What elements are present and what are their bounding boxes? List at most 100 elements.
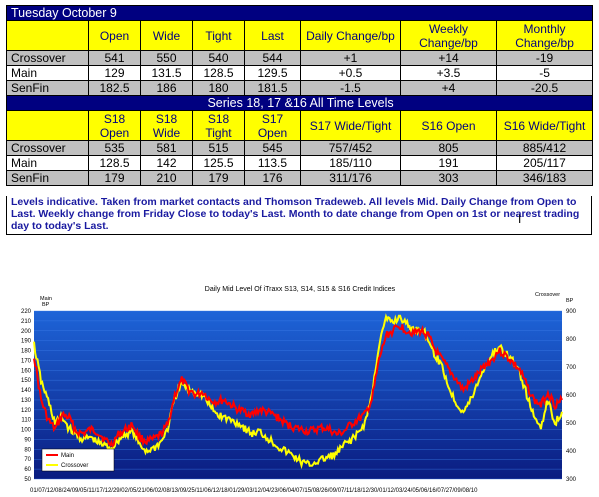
table1-row-label: SenFin (6, 80, 89, 96)
table2-row-label: Crossover (6, 140, 89, 156)
table1-cell: 182.5 (88, 80, 141, 96)
table1-header-blank (6, 20, 89, 51)
table2-row-label: Main (6, 155, 89, 171)
table1-header-cell: Wide (140, 20, 193, 51)
left-axis-tick-label: 50 (24, 477, 31, 483)
table1-row-label: Crossover (6, 50, 89, 66)
table2-cell: 142 (140, 155, 193, 171)
table1-cell: +4 (400, 80, 497, 96)
table1-cell: 129.5 (244, 65, 301, 81)
table2-header-cell: S18 Open (88, 110, 141, 141)
table1-cell: 186 (140, 80, 193, 96)
right-axis-tick-label: 900 (566, 309, 577, 315)
right-axis-tick-label: 500 (566, 421, 577, 427)
table1-header-cell: Open (88, 20, 141, 51)
table2-cell: 176 (244, 170, 301, 186)
left-axis-tick-label: 210 (21, 319, 32, 325)
left-axis-title: Main BP (40, 296, 52, 308)
table2-header-cell: S18 Wide (140, 110, 193, 141)
left-axis-tick-label: 220 (21, 309, 32, 315)
table2-cell: 346/183 (495, 170, 594, 186)
table2-row-crossover: Crossover 535 581 515 545 757/452 805 885/412 (6, 140, 594, 156)
left-axis-tick-label: 60 (24, 467, 31, 473)
left-axis-tick-label: 160 (21, 368, 32, 374)
table2-cell: 179 (88, 170, 141, 186)
table1-cell: 128.5 (192, 65, 245, 81)
right-axis-tick-label: 300 (566, 477, 577, 483)
table1-cell: 180 (192, 80, 245, 96)
table2-header-blank (6, 110, 89, 141)
x-axis-tick-labels: 01/07/12/08/24/09/05/11/17/12/29/02/05/2… (30, 488, 478, 494)
series-main-line (33, 324, 563, 448)
table2-header-cell: S16 Wide/Tight (495, 110, 594, 141)
left-axis-tick-label: 140 (21, 388, 32, 394)
legend-label-crossover: Crossover (61, 463, 88, 469)
table2-cell: 128.5 (88, 155, 141, 171)
disclaimer-note: Levels indicative. Taken from market con… (6, 196, 592, 235)
table2-cell: 581 (140, 140, 193, 156)
table1-header-cell: Daily Change/bp (300, 20, 401, 51)
table2-cell: 515 (192, 140, 245, 156)
table1-row-crossover: Crossover 541 550 540 544 +1 +14 -19 (6, 50, 594, 66)
table1-cell: 540 (192, 50, 245, 66)
left-axis-tick-label: 80 (24, 447, 31, 453)
left-axis-tick-label: 190 (21, 339, 32, 345)
chart-title: Daily Mid Level Of iTraxx S13, S14, S15 … (205, 286, 396, 293)
table1-cell: -1.5 (300, 80, 401, 96)
table1-row-label: Main (6, 65, 89, 81)
left-axis-tick-label: 180 (21, 349, 32, 355)
right-axis-tick-label: 800 (566, 337, 577, 343)
table2-header-cell: S17 Wide/Tight (300, 110, 401, 141)
table2-cell: 113.5 (244, 155, 301, 171)
levels-table: Tuesday October 9 Open Wide Tight Last Daily … (5, 5, 594, 186)
left-axis-tick-label: 170 (21, 358, 32, 364)
table1-header-cell: Last (244, 20, 301, 51)
table2-header-cell: S17 Open (244, 110, 301, 141)
table2-cell: 185/110 (300, 155, 401, 171)
left-axis-tick-label: 200 (21, 329, 32, 335)
table1-row-senfin: SenFin 182.5 186 180 181.5 -1.5 +4 -20.5 (6, 80, 594, 96)
right-axis-tick-label: 700 (566, 365, 577, 371)
text-cursor-icon: I (518, 212, 522, 226)
table2-cell: 210 (140, 170, 193, 186)
table1-cell: 181.5 (244, 80, 301, 96)
table2-cell: 535 (88, 140, 141, 156)
credit-index-chart: Daily Mid Level Of iTraxx S13, S14, S15 … (21, 286, 577, 494)
left-axis-tick-label: 90 (24, 437, 31, 443)
table2-title: Series 18, 17 &16 All Time Levels (5, 95, 594, 111)
left-axis-tick-label: 100 (21, 428, 32, 434)
left-axis-tick-label: 120 (21, 408, 32, 414)
table1-cell: -19 (495, 50, 594, 66)
table1-cell: 550 (140, 50, 193, 66)
table1-cell: 129 (88, 65, 141, 81)
table2-cell: 757/452 (300, 140, 401, 156)
table1-cell: -20.5 (495, 80, 594, 96)
table1-cell: +14 (400, 50, 497, 66)
table2-cell: 205/117 (495, 155, 594, 171)
table1-row-main: Main 129 131.5 128.5 129.5 +0.5 +3.5 -5 (6, 65, 594, 81)
table2-row-senfin: SenFin 179 210 179 176 311/176 303 346/183 (6, 170, 594, 186)
table1-header-cell: Tight (192, 20, 245, 51)
left-axis-tick-label: 70 (24, 457, 31, 463)
table1-cell: +0.5 (300, 65, 401, 81)
table1-cell: +3.5 (400, 65, 497, 81)
table2-cell: 303 (400, 170, 497, 186)
legend-label-main: Main (61, 453, 74, 459)
table1-title-row: Tuesday October 9 (5, 5, 594, 21)
table2-cell: 125.5 (192, 155, 245, 171)
table2-cell: 191 (400, 155, 497, 171)
right-axis-tick-label: 600 (566, 393, 577, 399)
table2-cell: 885/412 (495, 140, 594, 156)
table2-row-label: SenFin (6, 170, 89, 186)
left-axis-tick-label: 150 (21, 378, 32, 384)
table2-cell: 545 (244, 140, 301, 156)
table2-cell: 179 (192, 170, 245, 186)
table1-cell: 544 (244, 50, 301, 66)
table1-header-cell: Monthly Change/bp (495, 20, 594, 51)
right-axis-title: CrossoverBP (535, 292, 574, 304)
right-axis-tick-label: 400 (566, 449, 577, 455)
table2-header-cell: S16 Open (400, 110, 497, 141)
left-axis-tick-label: 110 (21, 418, 31, 424)
table1-cell: 131.5 (140, 65, 193, 81)
table1-header-row: Open Wide Tight Last Daily Change/bp Weekly C… (6, 20, 594, 51)
